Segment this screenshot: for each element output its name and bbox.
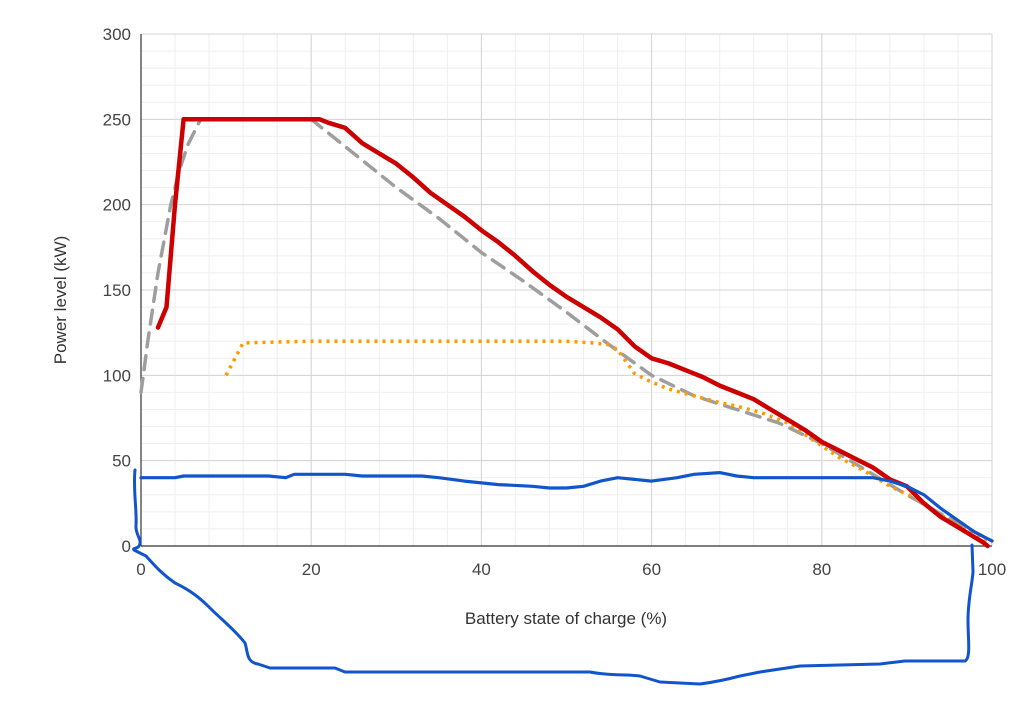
y-tick-label: 50 [112, 452, 131, 471]
x-tick-label: 100 [978, 560, 1006, 579]
x-tick-label: 60 [642, 560, 661, 579]
series-line-2 [224, 339, 993, 545]
y-tick-label: 200 [103, 196, 131, 215]
y-tick-label: 150 [103, 281, 131, 300]
y-tick-label: 250 [103, 110, 131, 129]
tick-labels: 0 20 40 60 80 100 0 50 100 150 200 250 300 [103, 25, 1007, 579]
y-tick-label: 100 [103, 366, 131, 385]
series-lines [139, 117, 994, 549]
annotation-outline-stroke [132, 468, 975, 686]
hand-drawn-annotation [132, 468, 975, 686]
x-tick-label: 40 [472, 560, 491, 579]
series-line-3 [155, 117, 990, 549]
y-tick-label: 0 [122, 537, 131, 556]
y-axis-title: Power level (kW) [51, 236, 70, 364]
series-line-4 [139, 471, 994, 543]
x-axis-title: Battery state of charge (%) [465, 609, 667, 628]
axes [140, 34, 992, 547]
x-tick-label: 0 [136, 560, 145, 579]
x-tick-label: 20 [302, 560, 321, 579]
x-tick-label: 80 [812, 560, 831, 579]
y-tick-label: 300 [103, 25, 131, 44]
major-gridlines [140, 33, 993, 547]
